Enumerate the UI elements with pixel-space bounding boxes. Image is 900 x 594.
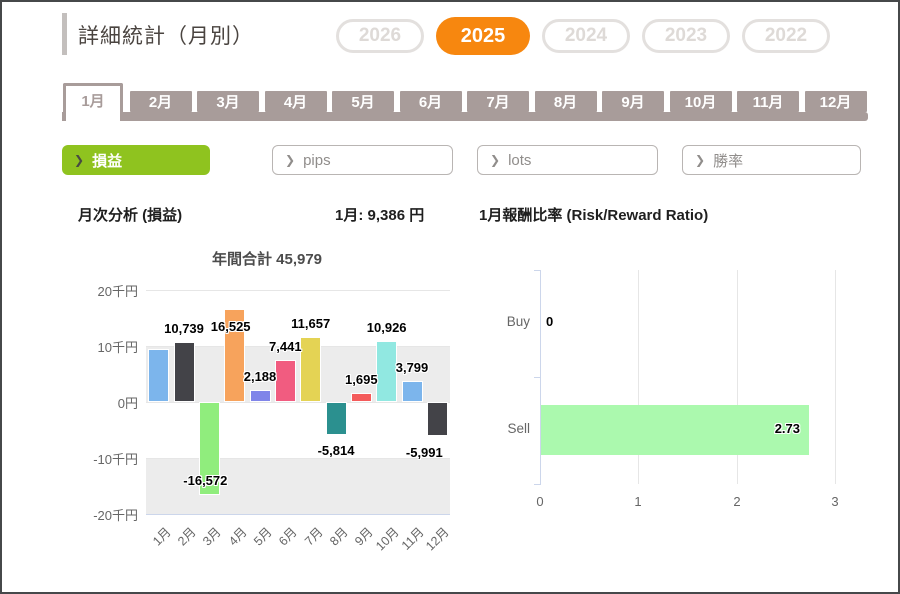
month-tab-10月[interactable]: 10月 bbox=[669, 91, 732, 112]
y-gridline bbox=[146, 346, 450, 347]
monthly-pl-chart: 年間合計 45,979 20千円 10千円 0円 -10千円 -20千円 10,739 -1… bbox=[62, 240, 462, 570]
metric-filters: ❯ 損益 ❯ pips ❯ lots ❯ 勝率 bbox=[2, 145, 898, 175]
bar-value-4月: 16,525 bbox=[210, 319, 251, 334]
filter-pips[interactable]: ❯ pips bbox=[272, 145, 453, 175]
selected-month-value: 1月: 9,386 円 bbox=[335, 207, 425, 224]
bar-value-7月: 11,657 bbox=[291, 316, 331, 331]
plot-band bbox=[146, 346, 450, 402]
x-tick-label-1: 1 bbox=[634, 494, 642, 509]
left-chart-title: 年間合計 45,979 bbox=[211, 251, 323, 268]
y-axis-label: 0円 bbox=[117, 396, 138, 411]
year-tab-2026[interactable]: 2026 bbox=[336, 19, 424, 53]
chevron-right-icon: ❯ bbox=[695, 153, 706, 167]
right-chart-section-title: 1月報酬比率 (Risk/Reward Ratio) bbox=[479, 207, 709, 224]
page-title: 詳細統計（月別） bbox=[78, 25, 254, 48]
bar-12月[interactable] bbox=[426, 402, 448, 436]
y-axis-tick bbox=[534, 270, 541, 271]
bar-4月[interactable] bbox=[224, 309, 246, 402]
bar-9月[interactable] bbox=[350, 393, 372, 402]
month-tab-6月[interactable]: 6月 bbox=[399, 91, 462, 112]
bar-10月[interactable] bbox=[376, 341, 398, 402]
month-tab-8月[interactable]: 8月 bbox=[534, 91, 597, 112]
y-gridline bbox=[146, 458, 450, 459]
year-tab-2024[interactable]: 2024 bbox=[542, 19, 630, 53]
filter-label: 損益 bbox=[92, 152, 123, 170]
bar-value-Sell: 2.73 bbox=[774, 421, 800, 436]
filter-label: 勝率 bbox=[713, 152, 744, 170]
left-chart-section-title: 月次分析 (損益) bbox=[78, 207, 183, 224]
month-tab-3月[interactable]: 3月 bbox=[197, 91, 259, 112]
month-tab-7月[interactable]: 7月 bbox=[467, 91, 529, 112]
bar-value-Buy: 0 bbox=[546, 314, 554, 329]
chevron-right-icon: ❯ bbox=[74, 153, 85, 167]
month-tabs-baseline bbox=[62, 112, 868, 121]
filter-lots[interactable]: ❯ lots bbox=[477, 145, 658, 175]
bar-7月[interactable] bbox=[300, 337, 322, 402]
bar-value-2月: 10,739 bbox=[164, 321, 204, 336]
filter-label: lots bbox=[508, 151, 532, 169]
bar-Sell[interactable] bbox=[541, 405, 809, 455]
y-axis-tick bbox=[534, 377, 541, 378]
y-gridline bbox=[146, 402, 450, 403]
category-label-Buy: Buy bbox=[506, 314, 530, 329]
x-gridline-3 bbox=[835, 270, 836, 484]
plot-band bbox=[146, 458, 450, 514]
year-tab-2025[interactable]: 2025 bbox=[436, 17, 530, 55]
month-tab-2月[interactable]: 2月 bbox=[129, 91, 192, 112]
bar-8月[interactable] bbox=[325, 402, 347, 435]
bar-2月[interactable] bbox=[173, 342, 195, 402]
filter-label: pips bbox=[303, 151, 331, 169]
bar-value-8月: -5,814 bbox=[317, 443, 355, 458]
title-accent-bar bbox=[62, 13, 67, 55]
bar-3月[interactable] bbox=[198, 402, 220, 495]
month-tab-9月[interactable]: 9月 bbox=[602, 91, 664, 112]
bar-value-10月: 10,926 bbox=[366, 320, 407, 335]
year-tab-2022[interactable]: 2022 bbox=[742, 19, 830, 53]
chevron-right-icon: ❯ bbox=[490, 153, 501, 167]
month-tab-11月[interactable]: 11月 bbox=[737, 91, 799, 112]
month-tab-12月[interactable]: 12月 bbox=[804, 91, 867, 112]
chevron-right-icon: ❯ bbox=[285, 153, 296, 167]
x-gridline-1 bbox=[638, 270, 639, 484]
bar-6月[interactable] bbox=[274, 360, 296, 402]
y-gridline bbox=[146, 290, 450, 291]
filter-損益[interactable]: ❯ 損益 bbox=[62, 145, 210, 175]
bar-value-5月: 2,188 bbox=[243, 369, 277, 384]
bar-11月[interactable] bbox=[401, 381, 423, 402]
x-tick-label-2: 2 bbox=[733, 494, 741, 509]
y-axis-label: 20千円 bbox=[97, 284, 138, 299]
month-tab-5月[interactable]: 5月 bbox=[332, 91, 394, 112]
month-tabs: 1月 2月 3月 4月 5月 6月 7月 8月 9月 10月 11月 12月 bbox=[62, 83, 868, 121]
y-axis-label: -20千円 bbox=[93, 508, 138, 523]
month-tab-1月[interactable]: 1月 bbox=[63, 83, 123, 121]
bar-5月[interactable] bbox=[249, 390, 271, 402]
bar-1月[interactable] bbox=[148, 349, 170, 402]
x-tick-label-3: 3 bbox=[831, 494, 839, 509]
x-gridline-2 bbox=[737, 270, 738, 484]
filter-勝率[interactable]: ❯ 勝率 bbox=[682, 145, 861, 175]
category-label-Sell: Sell bbox=[507, 421, 530, 436]
year-tabs: 2026 2025 2024 2023 2022 bbox=[336, 15, 830, 57]
x-tick-label-0: 0 bbox=[536, 494, 544, 509]
bar-value-6月: 7,441 bbox=[269, 339, 302, 354]
month-tab-4月[interactable]: 4月 bbox=[264, 91, 327, 112]
y-axis-tick bbox=[534, 484, 541, 485]
bar-value-3月: -16,572 bbox=[183, 473, 228, 488]
y-gridline bbox=[146, 514, 450, 515]
bar-value-12月: -5,991 bbox=[405, 445, 443, 460]
bar-value-9月: 1,695 bbox=[345, 372, 378, 387]
year-tab-2023[interactable]: 2023 bbox=[642, 19, 730, 53]
risk-reward-chart: Buy Sell 0 2.73 0 1 2 3 bbox=[470, 250, 895, 540]
y-axis-label: 10千円 bbox=[97, 340, 138, 355]
y-axis-label: -10千円 bbox=[93, 452, 138, 467]
bar-value-11月: 3,799 bbox=[395, 360, 429, 375]
